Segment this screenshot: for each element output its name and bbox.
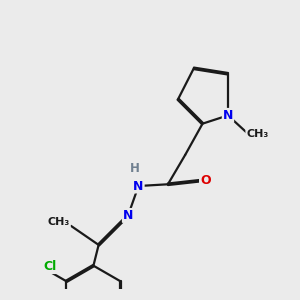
Text: O: O [200, 174, 211, 187]
Text: N: N [123, 209, 133, 222]
Text: N: N [223, 109, 233, 122]
Text: H: H [130, 162, 140, 175]
Text: CH₃: CH₃ [48, 218, 70, 227]
Text: N: N [133, 179, 144, 193]
Text: CH₃: CH₃ [246, 129, 268, 140]
Text: Cl: Cl [44, 260, 57, 273]
